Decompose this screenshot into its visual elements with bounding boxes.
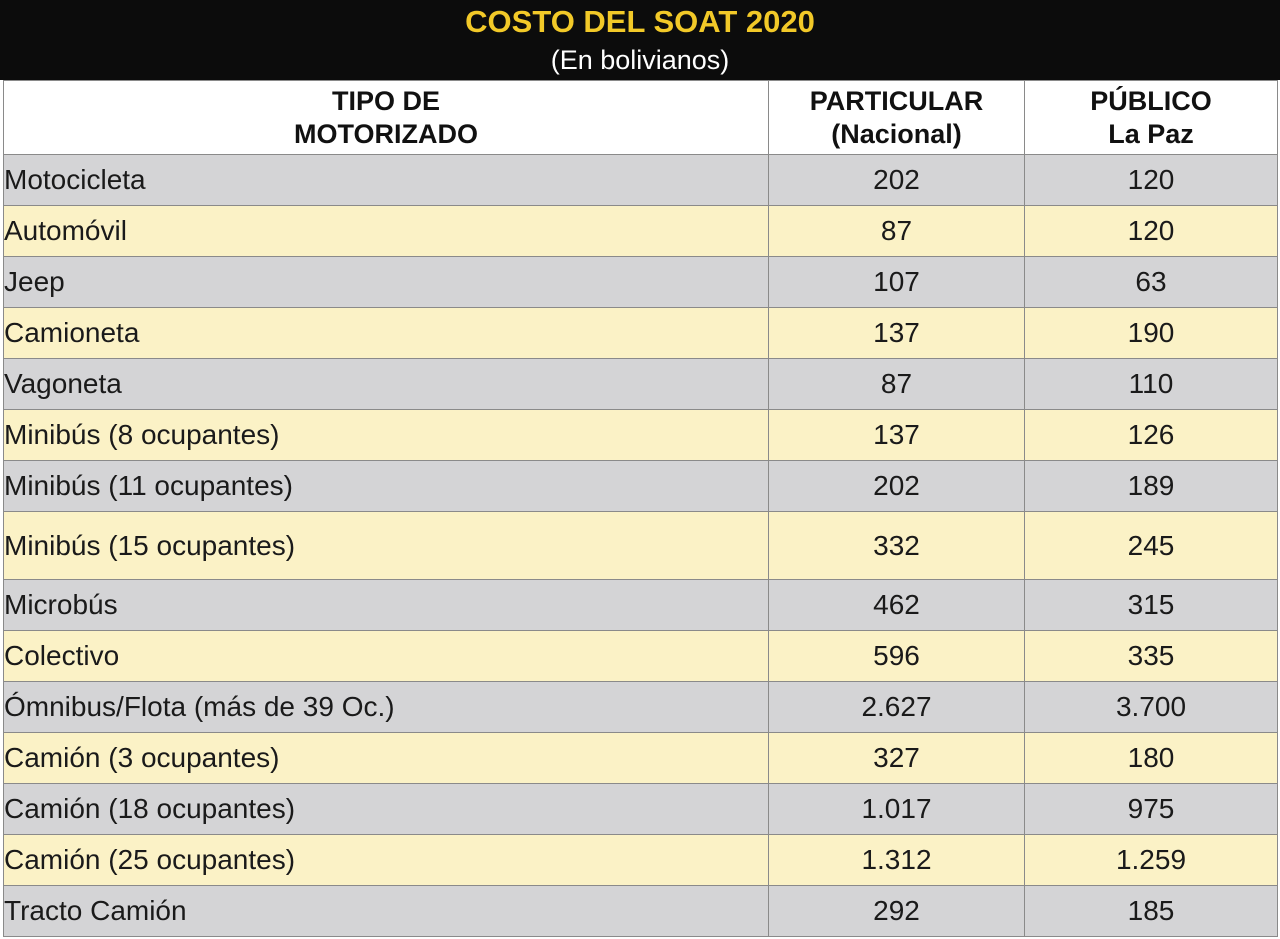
vehicle-type-cell: Tracto Camión (3, 885, 769, 937)
header-row: TIPO DE MOTORIZADO PARTICULAR (Nacional)… (3, 80, 1278, 155)
table-row: Vagoneta 87 110 (3, 358, 1278, 410)
title-banner: COSTO DEL SOAT 2020 (En bolivianos) (0, 0, 1280, 80)
particular-cost-cell: 596 (768, 630, 1025, 682)
particular-cost-cell: 1.017 (768, 783, 1025, 835)
publico-cost-cell: 975 (1024, 783, 1278, 835)
particular-cost-cell: 137 (768, 409, 1025, 461)
particular-cost-cell: 202 (768, 460, 1025, 512)
table-row: Camioneta 137 190 (3, 307, 1278, 359)
vehicle-type-cell: Camión (3 ocupantes) (3, 732, 769, 784)
column-header-particular: PARTICULAR (Nacional) (768, 80, 1025, 155)
publico-cost-cell: 190 (1024, 307, 1278, 359)
table-row: Camión (18 ocupantes) 1.017 975 (3, 783, 1278, 835)
publico-cost-cell: 189 (1024, 460, 1278, 512)
particular-cost-cell: 87 (768, 358, 1025, 410)
publico-cost-cell: 245 (1024, 511, 1278, 580)
vehicle-type-cell: Camioneta (3, 307, 769, 359)
column-header-particular-line1: PARTICULAR (809, 85, 984, 116)
table-subtitle: (En bolivianos) (550, 45, 730, 75)
table-row: Minibús (15 ocupantes) 332 245 (3, 511, 1278, 580)
table-row: Minibús (8 ocupantes) 137 126 (3, 409, 1278, 461)
vehicle-type-cell: Ómnibus/Flota (más de 39 Oc.) (3, 681, 769, 733)
column-header-type: TIPO DE MOTORIZADO (3, 80, 769, 155)
vehicle-type-cell: Microbús (3, 579, 769, 631)
column-header-type-line2: MOTORIZADO (294, 118, 478, 149)
particular-cost-cell: 1.312 (768, 834, 1025, 886)
vehicle-type-cell: Vagoneta (3, 358, 769, 410)
table-row: Minibús (11 ocupantes) 202 189 (3, 460, 1278, 512)
table-title: COSTO DEL SOAT 2020 (465, 4, 815, 39)
table-row: Automóvil 87 120 (3, 205, 1278, 257)
publico-cost-cell: 63 (1024, 256, 1278, 308)
column-header-publico: PÚBLICO La Paz (1024, 80, 1278, 155)
particular-cost-cell: 137 (768, 307, 1025, 359)
vehicle-type-cell: Camión (25 ocupantes) (3, 834, 769, 886)
vehicle-type-cell: Camión (18 ocupantes) (3, 783, 769, 835)
vehicle-type-cell: Automóvil (3, 205, 769, 257)
publico-cost-cell: 120 (1024, 205, 1278, 257)
publico-cost-cell: 3.700 (1024, 681, 1278, 733)
table-row: Jeep 107 63 (3, 256, 1278, 308)
vehicle-type-cell: Jeep (3, 256, 769, 308)
particular-cost-cell: 462 (768, 579, 1025, 631)
column-header-publico-line2: La Paz (1108, 118, 1194, 149)
table-row: Colectivo 596 335 (3, 630, 1278, 682)
publico-cost-cell: 315 (1024, 579, 1278, 631)
publico-cost-cell: 110 (1024, 358, 1278, 410)
table-row: Microbús 462 315 (3, 579, 1278, 631)
table-row: Camión (25 ocupantes) 1.312 1.259 (3, 834, 1278, 886)
vehicle-type-cell: Colectivo (3, 630, 769, 682)
column-header-particular-line2: (Nacional) (831, 118, 962, 149)
vehicle-type-cell: Minibús (11 ocupantes) (3, 460, 769, 512)
vehicle-type-cell: Minibús (15 ocupantes) (3, 511, 769, 580)
particular-cost-cell: 292 (768, 885, 1025, 937)
table-row: Camión (3 ocupantes) 327 180 (3, 732, 1278, 784)
particular-cost-cell: 87 (768, 205, 1025, 257)
publico-cost-cell: 180 (1024, 732, 1278, 784)
soat-cost-table: TIPO DE MOTORIZADO PARTICULAR (Nacional)… (3, 80, 1278, 937)
publico-cost-cell: 1.259 (1024, 834, 1278, 886)
publico-cost-cell: 120 (1024, 154, 1278, 206)
publico-cost-cell: 335 (1024, 630, 1278, 682)
particular-cost-cell: 107 (768, 256, 1025, 308)
vehicle-type-cell: Motocicleta (3, 154, 769, 206)
table-row: Ómnibus/Flota (más de 39 Oc.) 2.627 3.70… (3, 681, 1278, 733)
particular-cost-cell: 327 (768, 732, 1025, 784)
particular-cost-cell: 332 (768, 511, 1025, 580)
column-header-type-line1: TIPO DE (331, 85, 440, 116)
particular-cost-cell: 2.627 (768, 681, 1025, 733)
particular-cost-cell: 202 (768, 154, 1025, 206)
vehicle-type-cell: Minibús (8 ocupantes) (3, 409, 769, 461)
column-header-publico-line1: PÚBLICO (1090, 85, 1212, 116)
publico-cost-cell: 126 (1024, 409, 1278, 461)
table-row: Tracto Camión 292 185 (3, 885, 1278, 937)
publico-cost-cell: 185 (1024, 885, 1278, 937)
table-row: Motocicleta 202 120 (3, 154, 1278, 206)
